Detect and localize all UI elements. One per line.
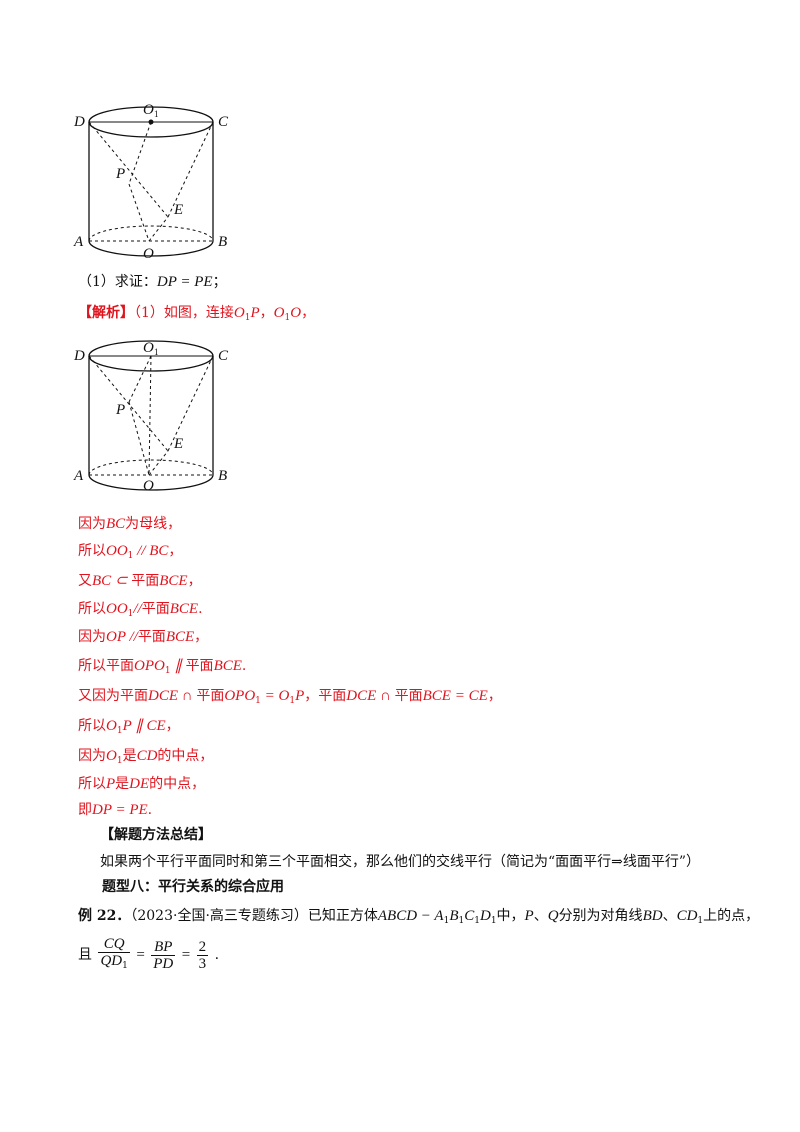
label-O: O (143, 246, 154, 262)
cylinder-figure-2: D C O 1 P E A B O (70, 330, 240, 505)
example-condition: 且 CQ QD1 = BP PD = 2 3 . (78, 936, 219, 974)
fraction-bp-pd: BP PD (151, 938, 176, 972)
step-11: 即DP = PE. (78, 802, 153, 818)
type-title: 题型八：平行关系的综合应用 (102, 879, 284, 895)
label-P: P (115, 402, 125, 418)
fraction-cq-qd1: CQ QD1 (98, 936, 130, 971)
solution-intro: 【解析】（1）如图，连接O1P，O1O， (78, 305, 316, 323)
step-2: 所以OO1 // BC， (78, 543, 183, 561)
label-B: B (218, 234, 227, 250)
label-C: C (218, 348, 229, 364)
label-A: A (73, 234, 84, 250)
step-5: 因为OP //平面BCE， (78, 629, 209, 645)
label-E: E (173, 436, 183, 452)
label-D: D (73, 114, 85, 130)
label-E: E (173, 202, 183, 218)
label-A: A (73, 468, 84, 484)
label-O1: O (143, 102, 154, 118)
label-C: C (218, 114, 229, 130)
step-7: 又因为平面DCE ∩ 平面OPO1 = O1P，平面DCE ∩ 平面BCE = … (78, 688, 502, 706)
step-1: 因为BC为母线， (78, 516, 182, 532)
label-P: P (115, 166, 125, 182)
step-8: 所以O1P ∥ CE， (78, 718, 180, 736)
step-10: 所以P是DE的中点， (78, 776, 206, 792)
summary-body: 如果两个平行平面同时和第三个平面相交，那么他们的交线平行（简记为“面面平行⇒线面… (100, 854, 701, 870)
step-3: 又BC ⊂ 平面BCE， (78, 573, 202, 589)
step-9: 因为O1是CD的中点， (78, 748, 214, 766)
label-B: B (218, 468, 227, 484)
label-D: D (73, 348, 85, 364)
fraction-2-3: 2 3 (196, 938, 209, 972)
cylinder-figure-1: D C O 1 P E A B O (70, 96, 240, 271)
summary-title: 【解题方法总结】 (100, 827, 212, 843)
example-22: 例 22．（2023·全国·高三专题练习）已知正方体ABCD − A1B1C1D… (78, 908, 760, 926)
step-6: 所以平面OPO1 ∥ 平面BCE. (78, 658, 247, 676)
label-O: O (143, 478, 154, 494)
step-4: 所以OO1//平面BCE. (78, 601, 203, 619)
question-1: （1）求证：DP = PE； (78, 274, 227, 290)
label-O1-sub: 1 (154, 347, 159, 357)
label-O1-sub: 1 (154, 109, 159, 119)
label-O1: O (143, 340, 154, 356)
